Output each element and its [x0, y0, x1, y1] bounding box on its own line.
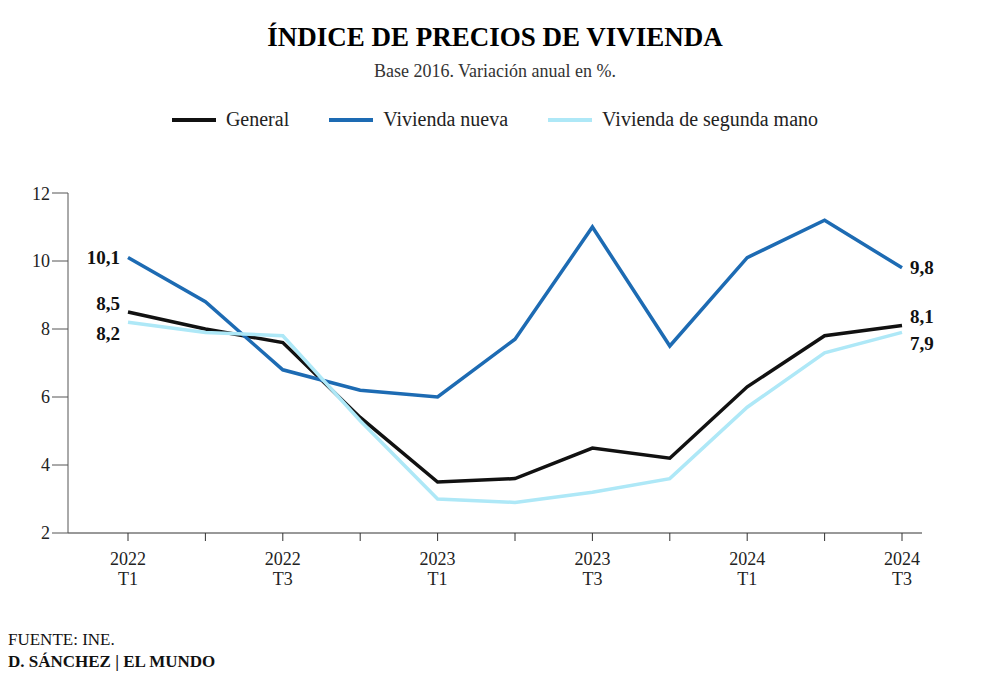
svg-text:2024T1: 2024T1: [729, 549, 765, 589]
svg-text:6: 6: [41, 387, 50, 407]
svg-text:2024T3: 2024T3: [884, 549, 920, 589]
svg-text:7,9: 7,9: [910, 333, 934, 354]
svg-text:10,1: 10,1: [87, 247, 120, 268]
svg-text:8: 8: [41, 319, 50, 339]
html-text:ÍNDICE DE PRECIOS DE VIVIENDA: ÍNDICE DE PRECIOS DE VIVIENDA: [267, 22, 723, 52]
svg-text:9,8: 9,8: [910, 257, 934, 278]
svg-text:2022T3: 2022T3: [265, 549, 301, 589]
html-text:D. SÁNCHEZ | EL MUNDO: D. SÁNCHEZ | EL MUNDO: [8, 652, 216, 671]
html-text:FUENTE: INE.: FUENTE: INE.: [8, 630, 115, 649]
html-text:General: General: [225, 108, 290, 130]
svg-text:8,5: 8,5: [96, 293, 120, 314]
html-text:Base 2016. Variación anual en: Base 2016. Variación anual en %.: [373, 61, 616, 81]
svg-text:2022T1: 2022T1: [110, 549, 146, 589]
svg-text:2: 2: [41, 523, 50, 543]
svg-text:8,1: 8,1: [910, 306, 934, 327]
svg-text:8,2: 8,2: [96, 323, 120, 344]
html-text:Vivienda de segunda mano: Vivienda de segunda mano: [602, 108, 819, 130]
svg-text:2023T3: 2023T3: [574, 549, 610, 589]
svg-text:2023T1: 2023T1: [420, 549, 456, 589]
svg-text:12: 12: [32, 184, 50, 204]
html-text:Vivienda nueva: Vivienda nueva: [383, 108, 509, 130]
svg-text:10: 10: [32, 251, 50, 271]
svg-text:4: 4: [41, 455, 50, 475]
